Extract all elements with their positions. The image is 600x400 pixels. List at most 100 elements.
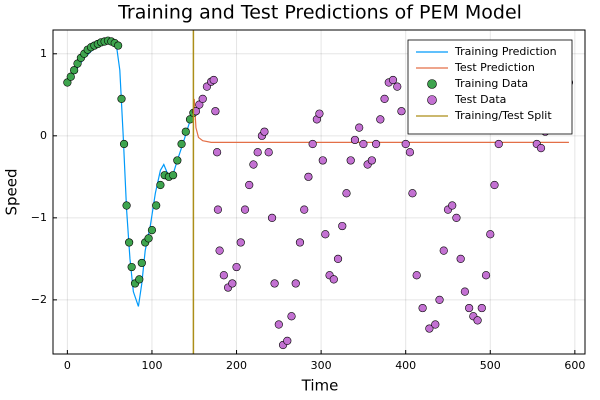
legend-label: Training Prediction xyxy=(454,45,557,58)
point xyxy=(213,205,223,214)
point xyxy=(291,279,300,288)
point xyxy=(287,312,296,321)
point xyxy=(169,171,178,180)
y-tick-label: −1 xyxy=(31,211,47,224)
point xyxy=(412,271,421,280)
point xyxy=(388,75,398,85)
x-tick-label: 200 xyxy=(226,359,247,372)
point xyxy=(253,148,262,157)
point xyxy=(490,180,499,190)
point xyxy=(338,221,347,231)
point xyxy=(264,148,273,157)
y-tick-label: −2 xyxy=(31,293,47,306)
point xyxy=(283,336,292,345)
point xyxy=(329,275,338,284)
point xyxy=(215,246,224,255)
legend-label: Training/Test Split xyxy=(454,109,552,122)
chart-title: Training and Test Predictions of PEM Mod… xyxy=(117,2,522,24)
line xyxy=(193,98,569,143)
point xyxy=(270,279,279,288)
point xyxy=(212,148,222,157)
x-tick-label: 400 xyxy=(395,359,416,372)
legend-label: Test Prediction xyxy=(454,61,535,74)
point xyxy=(152,201,161,210)
plot-frame xyxy=(52,29,586,355)
point xyxy=(405,148,415,157)
point xyxy=(439,246,448,255)
point xyxy=(173,156,182,165)
point xyxy=(295,238,305,247)
point xyxy=(137,258,146,268)
point xyxy=(452,213,461,222)
point xyxy=(240,205,250,214)
point xyxy=(393,82,402,91)
point xyxy=(359,139,368,149)
x-tick-label: 600 xyxy=(564,359,585,372)
point xyxy=(380,94,389,104)
legend-marker xyxy=(427,79,437,89)
point xyxy=(435,295,444,304)
point xyxy=(267,213,277,222)
point xyxy=(333,254,343,263)
point xyxy=(401,139,410,149)
point xyxy=(300,205,309,214)
point xyxy=(304,172,313,181)
point xyxy=(477,303,486,313)
point xyxy=(318,156,327,165)
point xyxy=(156,180,165,190)
point xyxy=(198,94,207,104)
legend-marker xyxy=(427,95,437,105)
x-tick-label: 100 xyxy=(141,359,162,372)
point xyxy=(147,226,157,235)
point xyxy=(315,109,324,118)
point xyxy=(209,75,218,85)
point xyxy=(119,139,129,149)
point xyxy=(481,271,491,280)
x-tick-label: 500 xyxy=(480,359,501,372)
point xyxy=(346,156,355,165)
point xyxy=(117,94,126,104)
point xyxy=(473,316,482,325)
point xyxy=(114,41,123,50)
y-tick-label: 1 xyxy=(40,47,47,60)
point xyxy=(536,144,546,153)
x-tick-label: 300 xyxy=(311,359,332,372)
point xyxy=(460,287,469,296)
y-axis-label: Speed xyxy=(3,168,21,215)
point xyxy=(418,303,427,313)
point xyxy=(177,139,186,149)
point xyxy=(249,160,258,169)
point xyxy=(181,127,190,136)
point xyxy=(371,139,381,149)
point xyxy=(456,254,465,263)
x-tick-label: 0 xyxy=(64,359,71,372)
point xyxy=(431,320,440,329)
point xyxy=(465,303,474,313)
point xyxy=(350,135,360,145)
point xyxy=(66,72,75,81)
point xyxy=(408,189,417,198)
point xyxy=(260,127,269,136)
point xyxy=(127,262,136,272)
point xyxy=(494,139,503,149)
point xyxy=(448,201,457,210)
point xyxy=(219,271,228,280)
point xyxy=(376,115,385,124)
y-tick-label: 0 xyxy=(40,129,47,142)
point xyxy=(486,230,495,239)
point xyxy=(70,66,79,75)
legend-label: Test Data xyxy=(454,93,506,106)
point xyxy=(144,234,153,243)
legend-label: Training Data xyxy=(454,77,528,90)
point xyxy=(135,275,144,284)
point xyxy=(125,238,134,247)
point xyxy=(236,238,245,247)
x-axis-label: Time xyxy=(301,377,339,395)
point xyxy=(122,201,131,210)
point xyxy=(211,107,220,116)
point xyxy=(425,324,434,333)
point xyxy=(355,123,364,132)
point xyxy=(321,230,330,239)
point xyxy=(397,107,406,116)
